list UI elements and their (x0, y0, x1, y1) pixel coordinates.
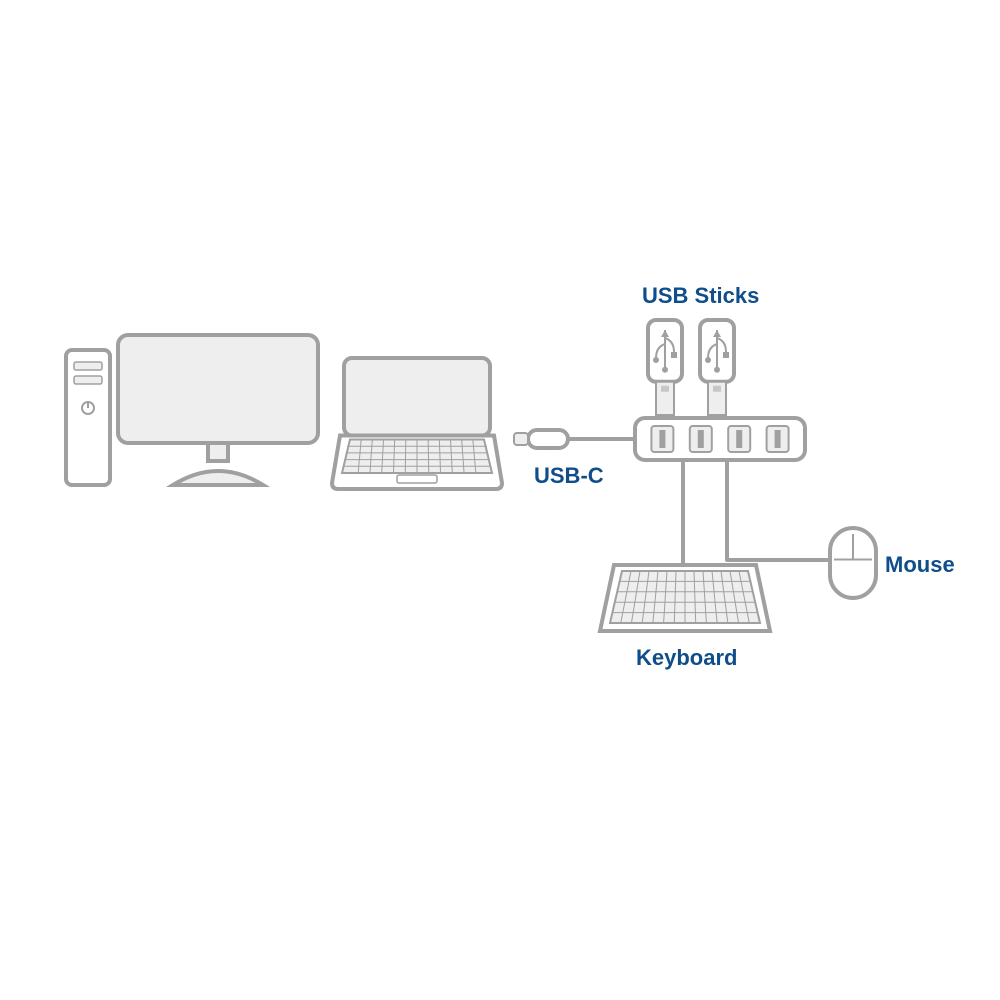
laptop-icon (332, 358, 502, 489)
keyboard-label: Keyboard (636, 645, 737, 671)
cable (727, 460, 830, 560)
usbc-plug-icon (514, 430, 568, 448)
usb-sticks-label: USB Sticks (642, 283, 759, 309)
usb-c-label: USB-C (534, 463, 604, 489)
tower-icon (66, 350, 110, 485)
mouse-label: Mouse (885, 552, 955, 578)
hub-icon (635, 418, 805, 460)
keyboard-icon (600, 565, 770, 631)
monitor-icon (118, 335, 318, 485)
usb-stick-icon (648, 320, 682, 415)
usb-stick-icon (700, 320, 734, 415)
mouse-icon (830, 528, 876, 598)
